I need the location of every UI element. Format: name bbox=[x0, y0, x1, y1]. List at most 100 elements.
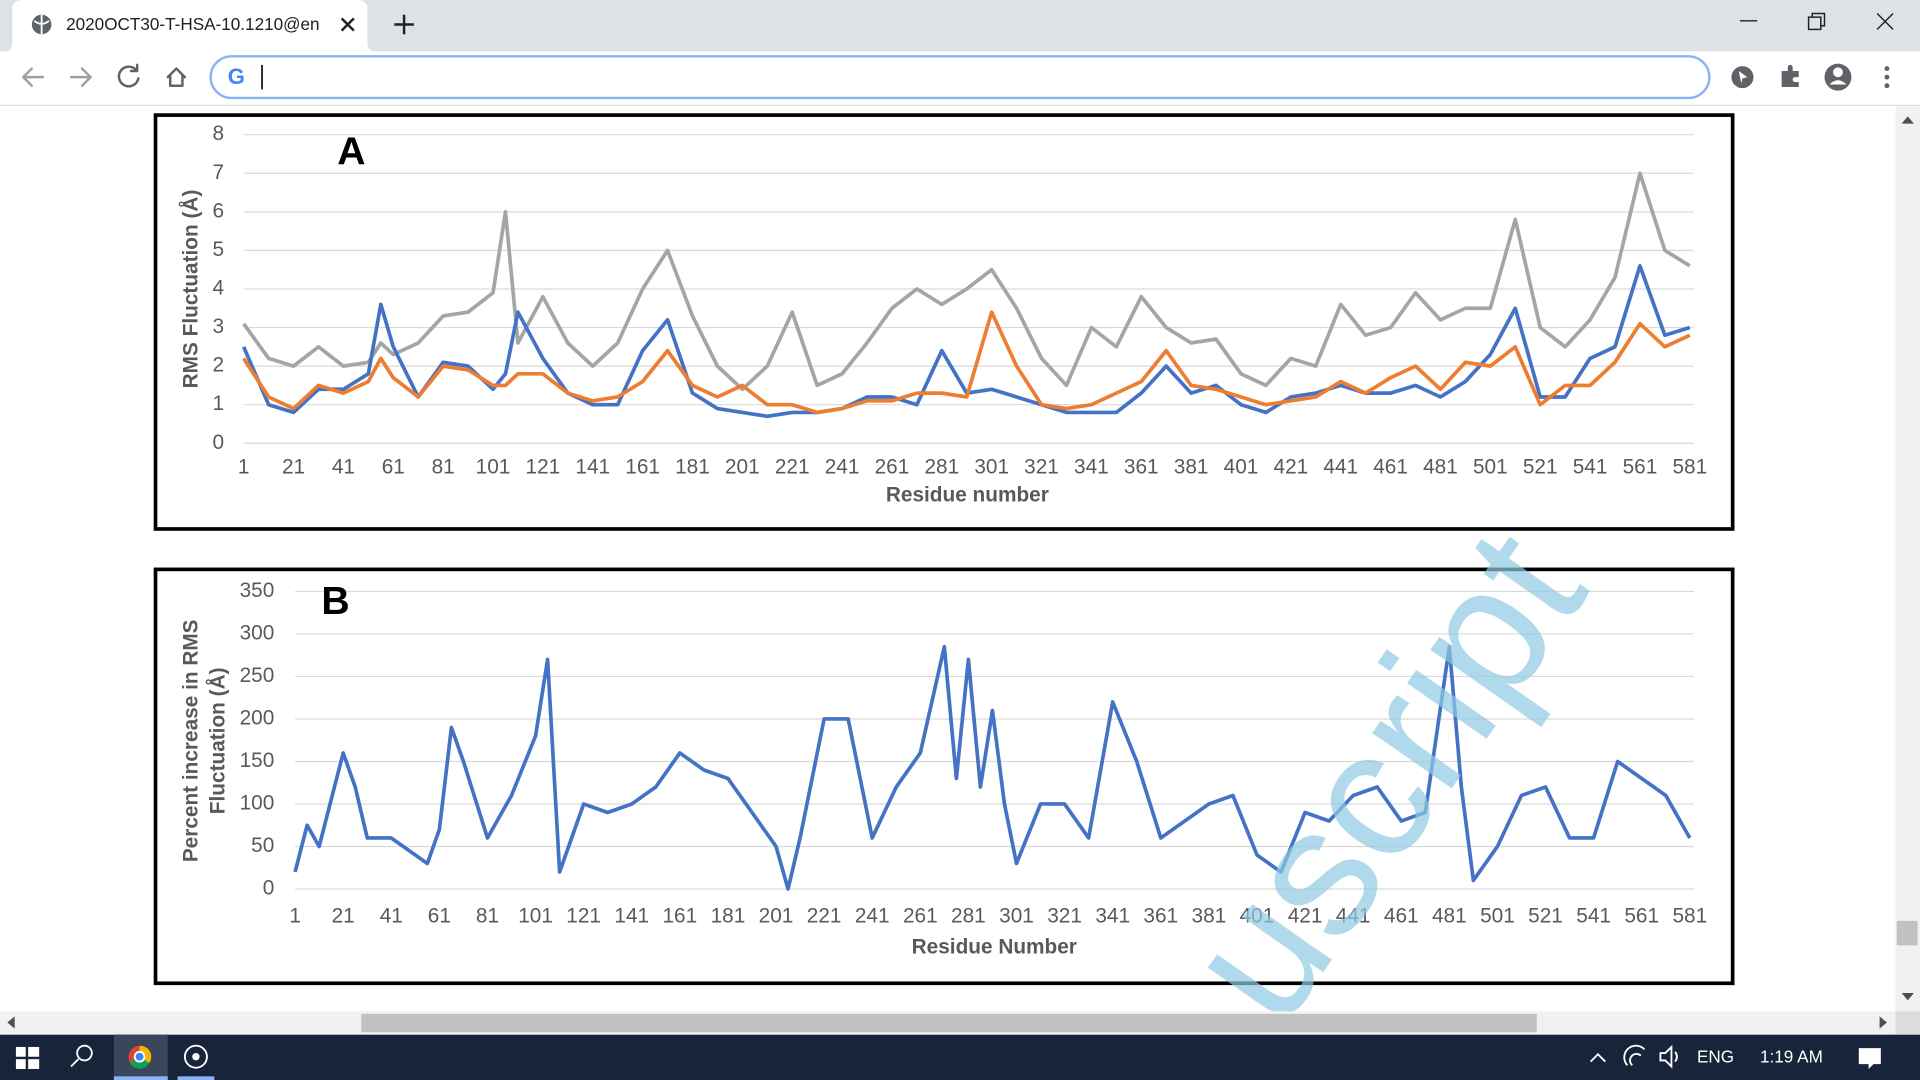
close-window-button[interactable] bbox=[1876, 12, 1894, 30]
tab-title: 2020OCT30-T-HSA-10.1210@en bbox=[66, 14, 319, 34]
restore-icon[interactable] bbox=[1807, 16, 1822, 31]
menu-button[interactable] bbox=[1884, 66, 1890, 89]
x-tick-label: 561 bbox=[1623, 455, 1658, 478]
y-tick-label: 4 bbox=[213, 276, 225, 299]
home-button[interactable] bbox=[166, 67, 187, 87]
taskbar bbox=[0, 1034, 1920, 1080]
menu-dot[interactable] bbox=[1884, 74, 1890, 80]
horizontal-scroll-thumb[interactable] bbox=[361, 1013, 1537, 1033]
address-bar[interactable] bbox=[209, 55, 1711, 100]
x-axis-label: Residue Number bbox=[912, 935, 1077, 958]
y-axis-label: Percent increase in RMS bbox=[180, 619, 203, 862]
x-tick-label: 281 bbox=[924, 455, 959, 478]
content bbox=[0, 106, 1896, 1012]
search-engine-icon: G bbox=[228, 64, 245, 89]
forward-button[interactable] bbox=[69, 67, 92, 87]
x-tick-label: 81 bbox=[432, 455, 455, 478]
x-tick-label: 1 bbox=[238, 455, 250, 478]
y-tick-label: 100 bbox=[240, 791, 275, 814]
series-line bbox=[242, 310, 1691, 415]
vertical-scroll-thumb[interactable] bbox=[1896, 920, 1918, 946]
wifi-icon[interactable] bbox=[1623, 1044, 1646, 1066]
x-tick-label: 441 bbox=[1336, 905, 1371, 928]
y-tick-label: 350 bbox=[240, 579, 275, 602]
y-tick-label: 5 bbox=[213, 238, 225, 261]
tab-shape[interactable] bbox=[4, 0, 375, 52]
x-tick-label: 41 bbox=[332, 455, 355, 478]
x-tick-label: 281 bbox=[951, 905, 986, 928]
volume-icon[interactable] bbox=[1659, 1044, 1678, 1069]
app-icon[interactable] bbox=[183, 1044, 208, 1069]
x-tick-label: 301 bbox=[999, 905, 1034, 928]
start-icon[interactable] bbox=[28, 1059, 40, 1069]
x-tick-label: 261 bbox=[875, 455, 910, 478]
x-tick-label: 361 bbox=[1124, 455, 1159, 478]
profile-body bbox=[1829, 80, 1847, 85]
x-tick-label: 361 bbox=[1143, 905, 1178, 928]
restore-button[interactable] bbox=[1807, 12, 1826, 31]
extension-icon bbox=[1738, 71, 1748, 84]
app-icon-center bbox=[192, 1053, 200, 1061]
back-button[interactable] bbox=[22, 67, 45, 87]
x-tick-label: 161 bbox=[625, 455, 660, 478]
extensions-button[interactable] bbox=[1781, 64, 1799, 87]
series-line bbox=[242, 171, 1691, 392]
x-tick-label: 501 bbox=[1480, 905, 1515, 928]
menu-dot[interactable] bbox=[1884, 83, 1890, 89]
scroll-left[interactable] bbox=[7, 1016, 15, 1029]
x-tick-label: 381 bbox=[1174, 455, 1209, 478]
x-tick-label: 181 bbox=[711, 905, 746, 928]
search-icon[interactable] bbox=[76, 1044, 93, 1062]
x-tick-label: 201 bbox=[759, 905, 794, 928]
y-tick-label: 1 bbox=[213, 392, 225, 415]
chrome-icon-center bbox=[133, 1050, 146, 1063]
clock[interactable]: 1:19 AM bbox=[1760, 1046, 1823, 1066]
x-tick-label: 501 bbox=[1473, 455, 1508, 478]
scroll-right[interactable] bbox=[1879, 1016, 1887, 1029]
x-tick-label: 121 bbox=[526, 455, 561, 478]
menu-dot[interactable] bbox=[1884, 66, 1890, 72]
active-indicator bbox=[177, 1076, 215, 1080]
vertical-scrollbar[interactable] bbox=[1895, 106, 1920, 1012]
x-tick-label: 341 bbox=[1095, 905, 1130, 928]
new-tab-button[interactable] bbox=[394, 14, 414, 35]
x-tick-label: 301 bbox=[974, 455, 1009, 478]
x-tick-label: 321 bbox=[1024, 455, 1059, 478]
panel-frame bbox=[153, 113, 1735, 531]
panel-label: A bbox=[337, 131, 365, 174]
tab[interactable]: 2020OCT30-T-HSA-10.1210@en bbox=[4, 0, 375, 52]
y-tick-label: 0 bbox=[263, 876, 275, 899]
notification-button[interactable] bbox=[1858, 1048, 1881, 1069]
x-tick-label: 41 bbox=[380, 905, 403, 928]
start-icon[interactable] bbox=[15, 1059, 26, 1069]
x-tick-label: 241 bbox=[825, 455, 860, 478]
search-icon-handle[interactable] bbox=[70, 1058, 80, 1068]
y-tick-label: 150 bbox=[240, 749, 275, 772]
chrome-icon-yellow bbox=[139, 1045, 152, 1063]
scroll-down[interactable] bbox=[1901, 993, 1914, 1001]
scroll-up[interactable] bbox=[1901, 116, 1914, 124]
x-tick-label: 141 bbox=[614, 905, 649, 928]
y-tick-label: 300 bbox=[240, 621, 275, 644]
x-tick-label: 161 bbox=[662, 905, 697, 928]
series-line bbox=[293, 644, 1692, 891]
tab-close[interactable] bbox=[340, 17, 355, 32]
x-tick-label: 461 bbox=[1384, 905, 1419, 928]
start-icon[interactable] bbox=[15, 1046, 26, 1057]
language-indicator[interactable]: ENG bbox=[1697, 1046, 1734, 1066]
restore-icon-back[interactable] bbox=[1811, 12, 1826, 27]
reload-button[interactable] bbox=[117, 63, 140, 88]
x-tick-label: 141 bbox=[575, 455, 610, 478]
tray-expand[interactable] bbox=[1589, 1052, 1606, 1063]
y-tick-label: 7 bbox=[213, 161, 225, 184]
x-tick-label: 121 bbox=[566, 905, 601, 928]
start-icon[interactable] bbox=[28, 1046, 40, 1057]
start-button[interactable] bbox=[15, 1046, 40, 1069]
search-button[interactable] bbox=[70, 1044, 93, 1068]
x-tick-label: 481 bbox=[1423, 455, 1458, 478]
x-tick-label: 541 bbox=[1573, 455, 1608, 478]
x-tick-label: 81 bbox=[476, 905, 499, 928]
y-axis-label: Fluctuation (Å) bbox=[206, 667, 230, 814]
